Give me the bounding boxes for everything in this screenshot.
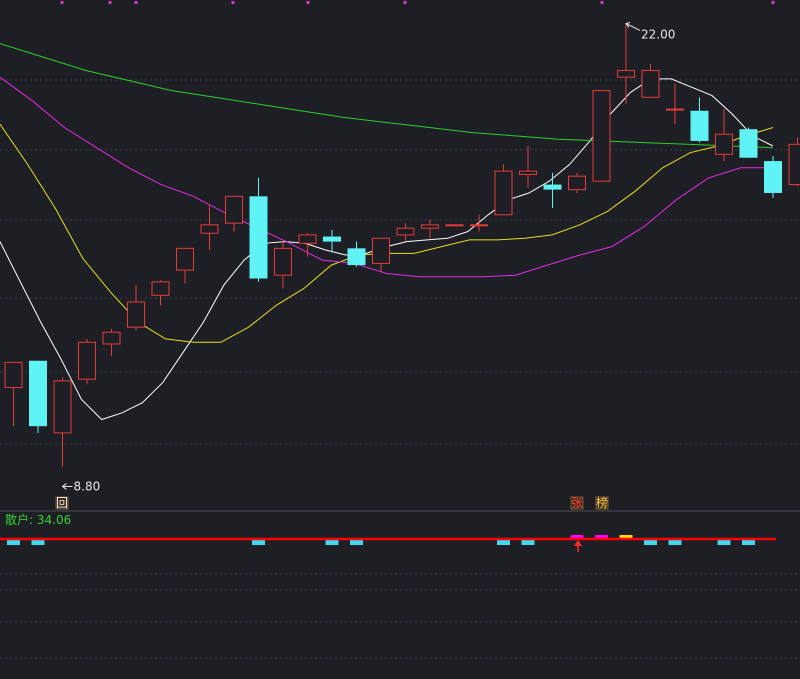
high-price-label: 22.00 [641,27,675,41]
candle-body-up [568,175,586,191]
candle-body-down [29,360,47,427]
candle-body-up [78,341,96,380]
indicator-bar [742,539,755,545]
top-tick [306,1,310,4]
ma-line-4 [0,43,774,149]
candle-body-up [445,224,464,227]
ma-line-2 [0,123,774,343]
candle-body-up [127,301,145,328]
indicator-bar [31,539,45,545]
price-annotations: 22.00 8.80 [61,22,675,493]
top-tick [600,1,604,4]
candle-body-down [690,110,709,141]
indicator-bar [644,539,657,545]
candle-body-up [592,90,611,182]
high-label-leader [625,23,641,31]
indicator-bar [595,535,608,539]
top-tick [403,1,407,4]
candle-body-up [102,331,121,345]
indicator-bar [7,539,20,545]
candle-body-down [249,196,268,279]
moving-average-lines [0,43,774,421]
candle-body-up [176,247,194,271]
candle-body-up [4,361,23,389]
candle-body-down [543,184,562,190]
candle-body-up [225,195,243,224]
candle-body-up [494,170,513,216]
candle-body-up [421,224,439,229]
indicator-bar [497,539,510,545]
candle-body-up [151,281,170,296]
candle-body-down [764,161,782,193]
indicator-bar [570,535,584,539]
marker-hui: 回 [56,496,68,510]
candle-body-up [53,380,72,434]
top-tick [134,1,138,4]
candle-body-up [396,227,415,236]
top-tick [771,1,775,4]
candle-body-up [788,143,800,186]
indicator-bar [325,539,339,545]
top-tick [231,1,235,4]
marker-zhang-box [570,496,584,510]
top-tick [108,1,112,4]
low-arrow-icon [61,483,67,490]
candle-body-up [298,234,317,244]
low-price-label: 8.80 [74,479,101,493]
indicator-panel: 散户: 34.06 [0,512,776,552]
candle-body-down [347,248,366,266]
up-arrow-icon [574,540,582,552]
candle-body-up [715,133,733,155]
high-arrow-icon [625,22,631,28]
marker-zhang: 张 [571,496,583,510]
candle-body-up [470,224,488,227]
candle-body-up [519,170,537,175]
top-tick [60,1,64,4]
marker-hui-box [55,496,69,510]
indicator-bars [7,535,755,545]
arrow-head [574,540,582,546]
candle-body-up [372,237,390,264]
indicator-bar [668,539,682,545]
candle-body-up [641,69,660,98]
candle-body-up [666,108,684,111]
candle-body-up [200,224,219,234]
marker-bang-box [595,496,609,510]
indicator-label: 散户: 34.06 [5,512,71,527]
candle-body-up [274,247,292,276]
event-markers: 回 张 榜 [55,495,609,510]
indicator-bar [717,539,731,545]
candle-body-up [617,69,635,78]
ma-line-3 [0,76,773,278]
marker-bang: 榜 [596,495,608,510]
indicator-bar [350,539,363,545]
candle-body-down [739,129,758,158]
grid-lines [0,79,800,659]
candle-body-down [323,236,341,242]
candlestick-series [4,23,800,467]
indicator-bar [619,535,633,539]
indicator-bar [252,539,265,545]
top-tick-markers [60,1,775,4]
indicator-bar [521,539,535,545]
